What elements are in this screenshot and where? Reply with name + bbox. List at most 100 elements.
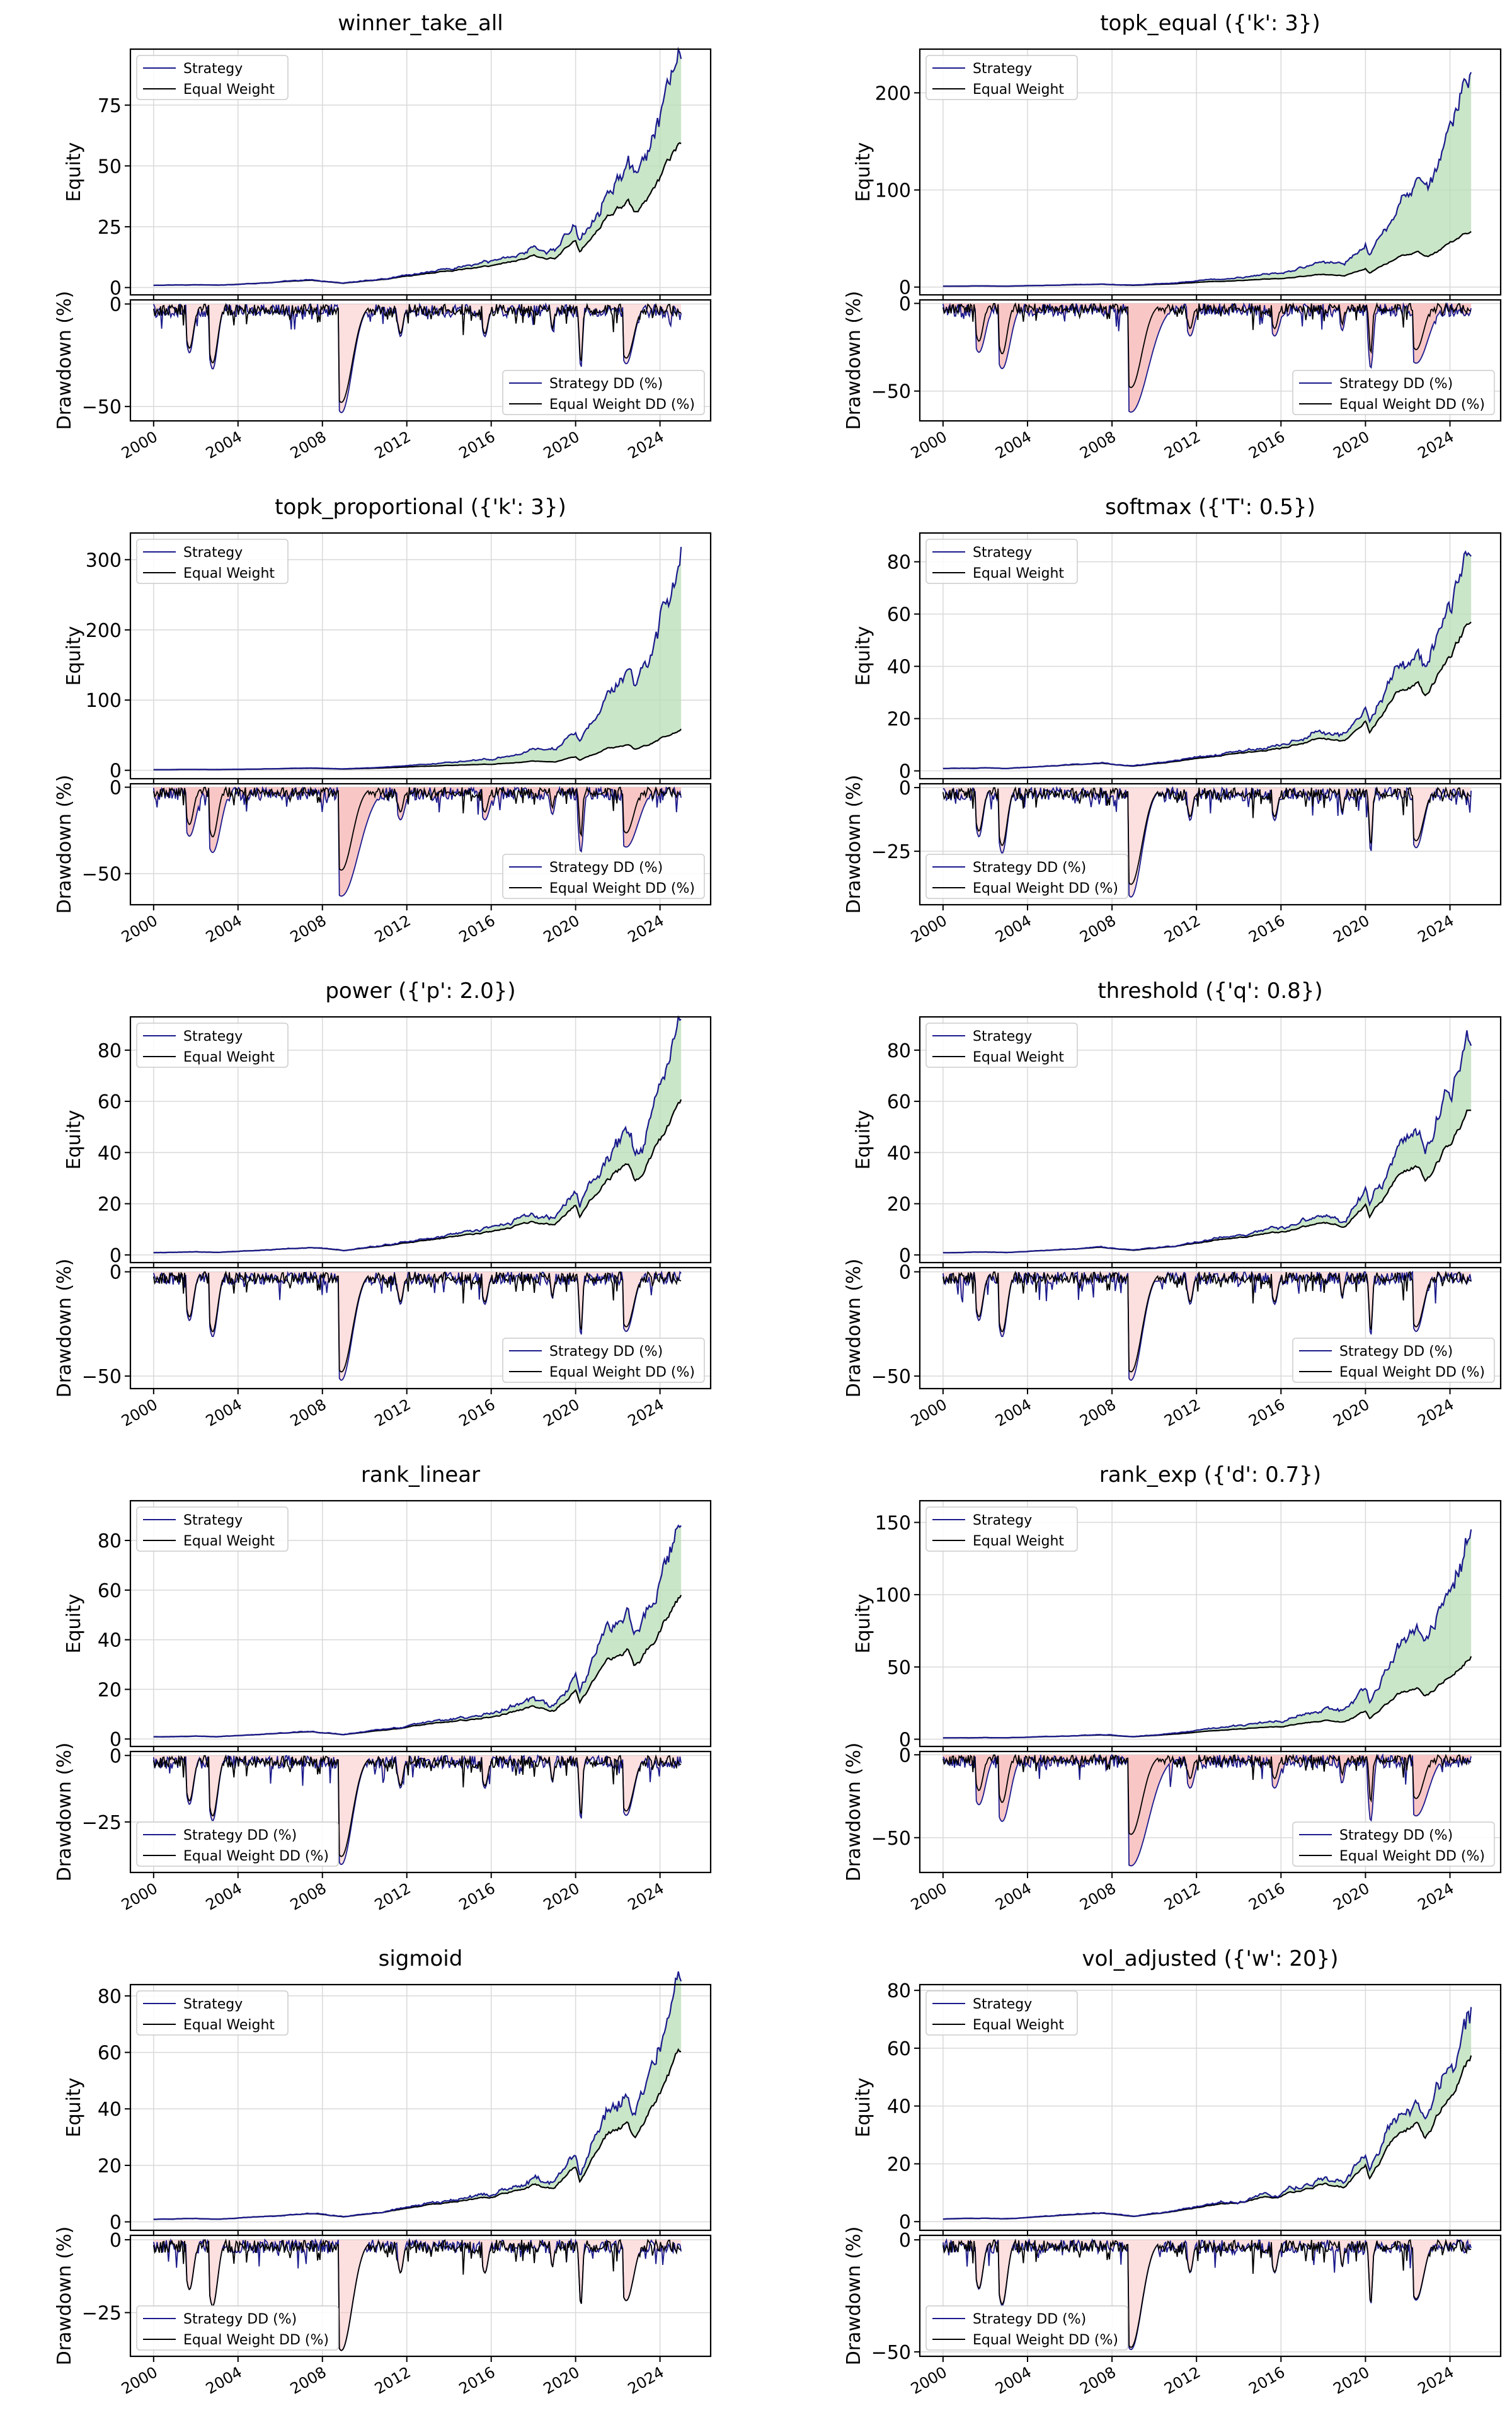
legend-label: Equal Weight [973, 82, 1064, 98]
legend-label: Strategy DD (%) [183, 1828, 297, 1843]
equal-weight-dd-line [152, 1270, 682, 1373]
subplot-title: rank_linear [361, 1462, 480, 1488]
x-tick-label: 2004 [203, 1879, 245, 1914]
equity-axes-frame [129, 532, 712, 780]
x-tick-label: 2020 [1331, 428, 1373, 462]
equal-weight-dd-line [942, 2239, 1472, 2348]
y-tick-label: 0 [899, 277, 911, 299]
subplot-10: vol_adjusted ({'w': 20}) 0 20 40 60 80 Equity S… [843, 1946, 1502, 2398]
outperformance-fill [942, 72, 1472, 287]
x-tick-label: 2012 [1161, 1879, 1203, 1914]
drawdown-panel: 0 −25 Drawdown (%) Strategy DD (%) Equal Wei… [54, 2227, 712, 2365]
equity-legend: Strategy Equal Weight [925, 539, 1078, 584]
x-tick-label: 2024 [1415, 2363, 1457, 2398]
y-tick-label: 20 [887, 1194, 911, 1216]
x-tick-label: 2020 [541, 1879, 583, 1914]
legend-label: Equal Weight DD (%) [549, 1365, 695, 1380]
y-tick-label: −50 [871, 2342, 911, 2364]
legend-label: Strategy [183, 545, 243, 561]
drawdown-ylabel: Drawdown (%) [54, 1259, 76, 1398]
legend-label: Equal Weight DD (%) [549, 881, 695, 897]
y-tick-label: −25 [871, 841, 911, 863]
equal-weight-dd-line [152, 302, 682, 403]
legend-label: Strategy [183, 1029, 243, 1045]
equity-ylabel: Equity [852, 626, 874, 686]
legend-label: Equal Weight DD (%) [183, 1849, 329, 1864]
legend-label: Equal Weight DD (%) [1339, 397, 1485, 413]
x-tick-label: 2000 [118, 912, 161, 946]
legend-label: Strategy DD (%) [1339, 376, 1453, 392]
legend-label: Equal Weight DD (%) [1339, 1849, 1485, 1864]
strategy-line [942, 1529, 1472, 1739]
x-tick-label: 2004 [203, 428, 245, 462]
legend-label: Strategy DD (%) [549, 376, 663, 392]
legend-label: Strategy DD (%) [1339, 1344, 1453, 1360]
x-tick-label: 2012 [372, 912, 414, 946]
y-tick-label: −50 [82, 396, 122, 418]
y-tick-label: 0 [110, 2230, 122, 2252]
legend-label: Equal Weight [973, 2017, 1064, 2033]
y-tick-label: −25 [82, 2303, 122, 2325]
equity-ylabel: Equity [63, 626, 85, 686]
y-tick-label: −50 [82, 864, 122, 886]
strategy-line [153, 47, 682, 287]
x-tick-label: 2012 [372, 1396, 414, 1430]
y-tick-label: 0 [110, 1745, 122, 1767]
equity-ylabel: Equity [852, 1594, 874, 1654]
x-tick-label: 2012 [372, 428, 414, 462]
equity-legend: Strategy Equal Weight [136, 539, 289, 584]
x-tick-label: 2020 [541, 2363, 583, 2398]
y-tick-label: 20 [98, 1679, 122, 1701]
x-tick-label: 2020 [1331, 1396, 1373, 1430]
legend-box [925, 854, 1128, 899]
equity-panel: 0 50 100 150 Equity Strategy Equal Weight [852, 1499, 1502, 1752]
equal-weight-dd-line [942, 786, 1472, 885]
x-tick-label: 2008 [287, 1396, 329, 1430]
x-tick-label: 2016 [456, 912, 498, 946]
drawdown-legend: Strategy DD (%) Equal Weight DD (%) [1292, 370, 1495, 415]
equity-panel: 0 20 40 60 80 Equity Strategy Equal Weight [63, 1971, 712, 2236]
legend-box [136, 2305, 339, 2351]
legend-label: Equal Weight DD (%) [183, 2332, 329, 2348]
x-tick-label: 2020 [1331, 2363, 1373, 2398]
x-tick-label: 2000 [118, 1879, 161, 1914]
x-tick-label: 2016 [1246, 2363, 1288, 2398]
equity-ylabel: Equity [852, 2078, 874, 2138]
drawdown-legend: Strategy DD (%) Equal Weight DD (%) [136, 1821, 339, 1867]
drawdown-legend: Strategy DD (%) Equal Weight DD (%) [502, 370, 705, 415]
equity-ylabel: Equity [63, 142, 85, 202]
equal-weight-line [153, 1595, 682, 1738]
y-tick-label: 0 [110, 294, 122, 316]
x-tick-label: 2008 [1077, 2363, 1119, 2398]
drawdown-ylabel: Drawdown (%) [54, 775, 76, 914]
strategy-line [942, 550, 1472, 770]
x-tick-label: 2000 [908, 912, 950, 946]
legend-label: Strategy [973, 1029, 1032, 1045]
x-tick-label: 2004 [992, 912, 1034, 946]
legend-label: Equal Weight [973, 566, 1064, 582]
equity-axes-frame [919, 1499, 1502, 1748]
equity-panel: 0 25 50 75 Equity Strategy Equal Weight [63, 47, 712, 301]
y-tick-label: 80 [887, 552, 911, 574]
drawdown-axes-frame [129, 1750, 712, 1874]
y-tick-label: 20 [887, 709, 911, 731]
equity-legend: Strategy Equal Weight [136, 1506, 289, 1552]
equity-legend: Strategy Equal Weight [925, 1990, 1078, 2036]
x-tick-label: 2004 [203, 912, 245, 946]
y-tick-label: 20 [98, 1194, 122, 1216]
drawdown-panel: 0 −50 Drawdown (%) Strategy DD (%) Equal Wei… [54, 1259, 712, 1398]
subplot-8: rank_exp ({'d': 0.7}) 0 50 100 150 Equity Stra… [843, 1462, 1502, 1914]
x-tick-label: 2004 [992, 428, 1034, 462]
drawdown-ylabel: Drawdown (%) [54, 291, 76, 430]
x-tick-label: 2004 [203, 2363, 245, 2398]
y-tick-label: 80 [98, 1986, 122, 2008]
y-tick-label: −25 [82, 1812, 122, 1834]
y-tick-label: 150 [875, 1512, 911, 1534]
x-tick-label: 2012 [1161, 1396, 1203, 1430]
x-tick-label: 2024 [625, 1879, 667, 1914]
legend-label: Equal Weight DD (%) [549, 397, 695, 413]
equity-panel: 0 100 200 Equity Strategy Equal Weight [852, 48, 1502, 301]
y-tick-label: −50 [871, 381, 911, 403]
legend-box [502, 854, 705, 899]
drawdown-axes-frame [919, 299, 1502, 422]
